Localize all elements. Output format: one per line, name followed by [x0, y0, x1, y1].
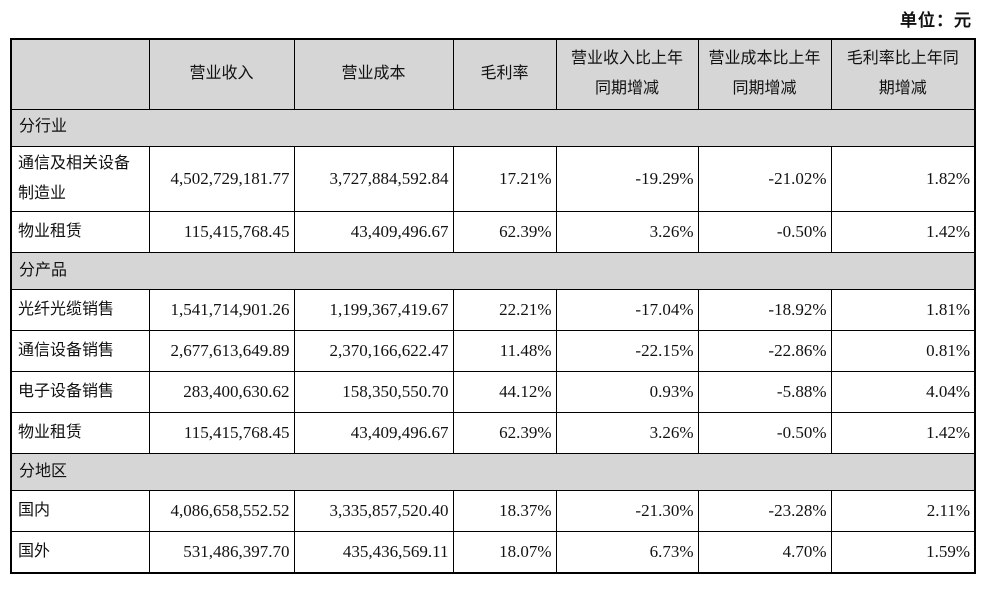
header-cell-revenue-yoy: 营业收入比上年 同期增减: [555, 38, 699, 110]
value-cell: -22.15%: [555, 330, 699, 373]
value-cell: 4.04%: [830, 371, 976, 414]
value-cell: 3.26%: [555, 412, 699, 455]
row-label: 通信及相关设备制造业: [10, 145, 150, 213]
value-cell: 0.93%: [555, 371, 699, 414]
value-cell: 1.81%: [830, 289, 976, 332]
value-cell: 62.39%: [452, 211, 557, 254]
value-cell: 2,370,166,622.47: [293, 330, 454, 373]
table-row: 通信设备销售 2,677,613,649.89 2,370,166,622.47 11…: [10, 330, 976, 373]
value-cell: 435,436,569.11: [293, 531, 454, 574]
value-cell: 4,086,658,552.52: [148, 490, 295, 533]
value-cell: 115,415,768.45: [148, 412, 295, 455]
value-cell: 62.39%: [452, 412, 557, 455]
table-row: 国外 531,486,397.70 435,436,569.11 18.07% 6.73…: [10, 531, 976, 574]
row-label: 通信设备销售: [10, 330, 150, 373]
value-cell: 43,409,496.67: [293, 412, 454, 455]
value-cell: -19.29%: [555, 145, 699, 213]
value-cell: 3,335,857,520.40: [293, 490, 454, 533]
value-cell: 1.42%: [830, 211, 976, 254]
row-label: 光纤光缆销售: [10, 289, 150, 332]
value-cell: -5.88%: [697, 371, 832, 414]
header-row: 营业收入 营业成本 毛利率 营业收入比上年 同期增减 营业成本比上年 同期增减 …: [10, 38, 976, 110]
value-cell: 115,415,768.45: [148, 211, 295, 254]
value-cell: -0.50%: [697, 412, 832, 455]
row-label: 物业租赁: [10, 412, 150, 455]
row-label: 国内: [10, 490, 150, 533]
value-cell: 17.21%: [452, 145, 557, 213]
value-cell: -23.28%: [697, 490, 832, 533]
value-cell: 44.12%: [452, 371, 557, 414]
financial-table: 营业收入 营业成本 毛利率 营业收入比上年 同期增减 营业成本比上年 同期增减 …: [10, 38, 976, 574]
value-cell: 43,409,496.67: [293, 211, 454, 254]
row-label: 国外: [10, 531, 150, 574]
value-cell: 3.26%: [555, 211, 699, 254]
table-header: 营业收入 营业成本 毛利率 营业收入比上年 同期增减 营业成本比上年 同期增减 …: [10, 38, 976, 110]
value-cell: -0.50%: [697, 211, 832, 254]
table-row: 光纤光缆销售 1,541,714,901.26 1,199,367,419.67 22…: [10, 289, 976, 332]
section-title: 分行业: [10, 108, 976, 147]
table-row: 电子设备销售 283,400,630.62 158,350,550.70 44.12%…: [10, 371, 976, 414]
value-cell: 22.21%: [452, 289, 557, 332]
value-cell: 283,400,630.62: [148, 371, 295, 414]
row-label: 电子设备销售: [10, 371, 150, 414]
value-cell: 2,677,613,649.89: [148, 330, 295, 373]
value-cell: 4.70%: [697, 531, 832, 574]
table-row: 国内 4,086,658,552.52 3,335,857,520.40 18.37%…: [10, 490, 976, 533]
header-cell-cost-yoy: 营业成本比上年 同期增减: [697, 38, 832, 110]
value-cell: 1.59%: [830, 531, 976, 574]
value-cell: -22.86%: [697, 330, 832, 373]
header-cell-margin-yoy: 毛利率比上年同 期增减: [830, 38, 976, 110]
section-title: 分地区: [10, 453, 976, 492]
header-cell-gross-margin: 毛利率: [452, 38, 557, 110]
section-title: 分产品: [10, 252, 976, 291]
section-row: 分地区: [10, 453, 976, 492]
value-cell: 1,541,714,901.26: [148, 289, 295, 332]
value-cell: -21.02%: [697, 145, 832, 213]
value-cell: -18.92%: [697, 289, 832, 332]
row-label: 物业租赁: [10, 211, 150, 254]
value-cell: 2.11%: [830, 490, 976, 533]
table-row: 通信及相关设备制造业 4,502,729,181.77 3,727,884,592.…: [10, 145, 976, 213]
unit-label: 单位：元: [900, 11, 972, 30]
section-row: 分行业: [10, 108, 976, 147]
value-cell: 1.82%: [830, 145, 976, 213]
value-cell: 11.48%: [452, 330, 557, 373]
value-cell: -21.30%: [555, 490, 699, 533]
value-cell: 0.81%: [830, 330, 976, 373]
value-cell: 18.07%: [452, 531, 557, 574]
table-row: 物业租赁 115,415,768.45 43,409,496.67 62.39% 3.2…: [10, 412, 976, 455]
value-cell: 158,350,550.70: [293, 371, 454, 414]
section-row: 分产品: [10, 252, 976, 291]
header-cell-cost: 营业成本: [293, 38, 454, 110]
value-cell: 1,199,367,419.67: [293, 289, 454, 332]
value-cell: 531,486,397.70: [148, 531, 295, 574]
value-cell: 4,502,729,181.77: [148, 145, 295, 213]
value-cell: 6.73%: [555, 531, 699, 574]
value-cell: 18.37%: [452, 490, 557, 533]
value-cell: -17.04%: [555, 289, 699, 332]
table-row: 物业租赁 115,415,768.45 43,409,496.67 62.39% 3.2…: [10, 211, 976, 254]
header-cell-revenue: 营业收入: [148, 38, 295, 110]
table-body: 分行业 通信及相关设备制造业 4,502,729,181.77 3,727,884,5…: [10, 108, 976, 574]
value-cell: 1.42%: [830, 412, 976, 455]
header-cell-blank: [10, 38, 150, 110]
value-cell: 3,727,884,592.84: [293, 145, 454, 213]
